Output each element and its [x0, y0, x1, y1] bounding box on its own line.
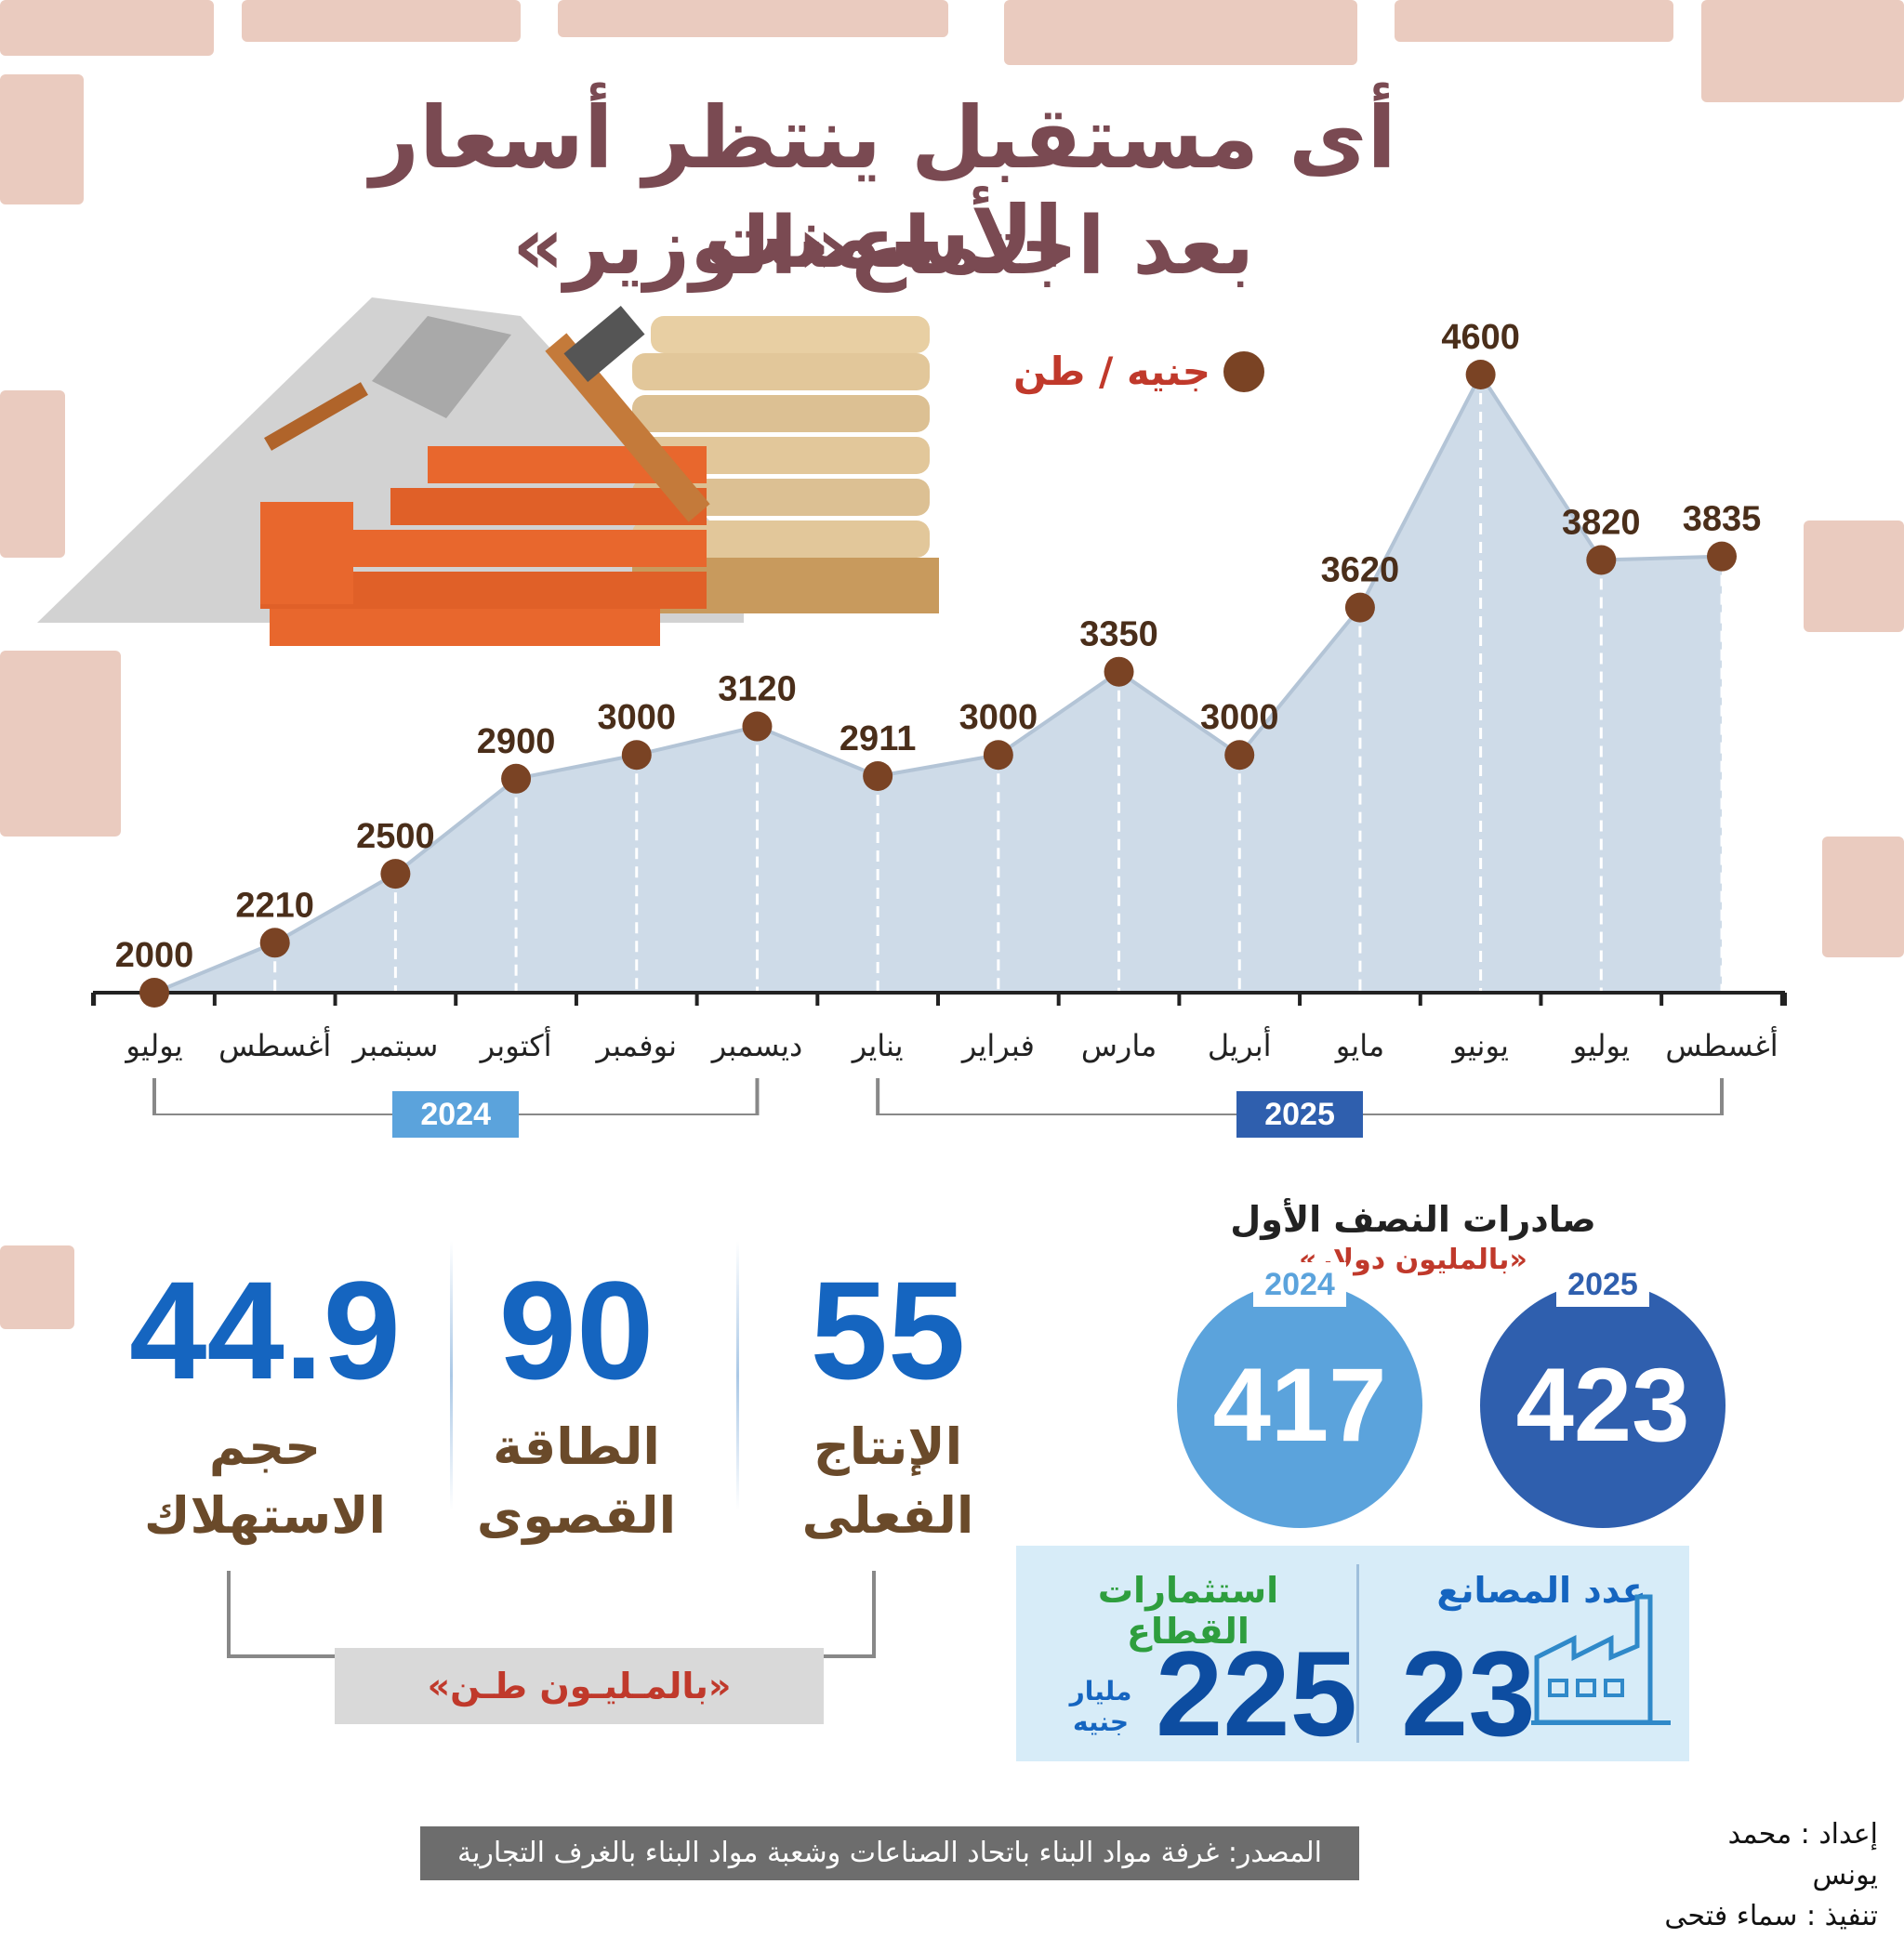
- data-point: [1224, 740, 1255, 771]
- stat-label-line: الإنتاج: [813, 1417, 963, 1476]
- stats-divider: [450, 1241, 453, 1510]
- data-label: 3000: [1200, 698, 1279, 737]
- month-label: مارس: [1081, 1028, 1157, 1063]
- export-year-tag: 2025: [1556, 1262, 1649, 1307]
- investments-value: 225: [1156, 1626, 1357, 1761]
- export-circle: 417: [1177, 1283, 1422, 1528]
- stat-label-line: حجم: [208, 1417, 322, 1476]
- credit-prepared: إعداد : محمد يونس: [1727, 1818, 1878, 1891]
- source-note: المصدر: غرفة مواد البناء باتحاد الصناعات…: [420, 1826, 1359, 1880]
- legend-dot-icon: [1223, 350, 1264, 392]
- sector-panel: استثمارات القطاع 225 مليار جنيه عدد المص…: [1016, 1546, 1689, 1761]
- construction-illustration: [37, 297, 939, 646]
- data-label: 3620: [1321, 551, 1400, 590]
- year-bracket: [152, 1078, 760, 1115]
- year-tag: 2024: [392, 1091, 520, 1138]
- data-point: [621, 740, 652, 771]
- month-label: يونيو: [1450, 1028, 1509, 1063]
- exports-title: صادرات النصف الأول: [1230, 1199, 1596, 1240]
- export-circle: 423: [1480, 1283, 1726, 1528]
- data-label: 2900: [477, 722, 556, 761]
- data-point: [1707, 541, 1737, 572]
- export-year-tag: 2024: [1253, 1262, 1346, 1307]
- data-label: 3350: [1079, 615, 1158, 654]
- factory-icon: [1531, 1594, 1671, 1725]
- month-label: أبريل: [1208, 1026, 1272, 1063]
- data-point: [501, 763, 532, 794]
- data-label: 3000: [959, 698, 1038, 737]
- legend-label: جنيه / طن: [1013, 349, 1210, 394]
- data-point: [259, 928, 290, 958]
- data-point: [139, 978, 169, 1008]
- data-point: [1104, 656, 1134, 687]
- stats-divider: [736, 1241, 739, 1510]
- data-point: [1586, 545, 1617, 575]
- stat-label-line: الطاقة: [493, 1417, 660, 1476]
- stat-label: حجم الاستهلاك: [112, 1413, 418, 1550]
- stat-label-line: الفعلى: [801, 1486, 974, 1545]
- data-label: 2210: [235, 886, 314, 925]
- data-point: [983, 740, 1013, 771]
- chart-legend: جنيه / طن: [1013, 349, 1264, 394]
- month-label: يوليو: [124, 1028, 182, 1063]
- factories-value: 23: [1401, 1626, 1536, 1761]
- page-subtitle: بعد اجتماع«الوزير»: [512, 200, 1254, 293]
- month-label: يناير: [851, 1028, 904, 1063]
- year-tag: 2025: [1236, 1091, 1364, 1138]
- month-label: سبتمبر: [350, 1028, 438, 1063]
- stats-unit-box: «بالمـليـون طـن»: [335, 1648, 824, 1724]
- bricks-icon: [260, 446, 707, 646]
- month-label: أغسطس: [1665, 1026, 1778, 1063]
- month-label: مايو: [1334, 1028, 1384, 1063]
- year-bracket: [876, 1078, 1724, 1115]
- month-label: فبراير: [960, 1028, 1035, 1063]
- data-label: 4600: [1441, 318, 1520, 357]
- page-title: أى مستقبل ينتظر أسعار الأسمنت: [370, 88, 1396, 287]
- investments-label: استثمارات القطاع: [1097, 1570, 1279, 1652]
- month-label: نوفمبر: [594, 1028, 677, 1063]
- month-label: أغسطس: [218, 1026, 331, 1063]
- data-label: 2000: [115, 936, 194, 975]
- data-point: [1344, 592, 1375, 623]
- data-point: [742, 711, 773, 742]
- stat-value: 55: [810, 1252, 966, 1408]
- panel-divider: [1356, 1564, 1359, 1743]
- data-label: 3835: [1683, 500, 1762, 539]
- credits: إعداد : محمد يونس تنفيذ : سماء فتحى: [1664, 1814, 1878, 1937]
- stat-label-line: القصوى: [476, 1486, 677, 1545]
- data-label: 2911: [840, 719, 916, 758]
- data-point: [380, 859, 411, 889]
- chart-area: [154, 375, 1722, 993]
- factories-label: عدد المصانع: [1436, 1570, 1646, 1611]
- data-label: 3820: [1562, 504, 1641, 543]
- data-label: 2500: [356, 817, 435, 856]
- stat-value: 90: [498, 1252, 654, 1408]
- stat-value: 44.9: [129, 1252, 401, 1408]
- month-label: ديسمبر: [710, 1028, 803, 1063]
- data-label: 3120: [718, 670, 797, 709]
- price-line-chart: 2000 يوليو 2210 أغسطس 2500 سبتمبر 2900 أكتوبر 30…: [91, 318, 1787, 1115]
- stat-label-line: الاستهلاك: [143, 1486, 386, 1545]
- stat-label: الطاقة القصوى: [423, 1413, 730, 1550]
- chart-line: [153, 371, 1723, 995]
- data-point: [1465, 360, 1496, 389]
- investments-unit: مليار جنيه: [1069, 1676, 1132, 1737]
- month-label: أكتوبر: [479, 1026, 552, 1063]
- stat-label: الإنتاج الفعلى: [734, 1413, 1041, 1550]
- data-label: 3000: [597, 698, 676, 737]
- data-point: [863, 760, 893, 791]
- trowel-icon: [264, 316, 511, 451]
- month-label: يوليو: [1571, 1028, 1630, 1063]
- credit-design: تنفيذ : سماء فتحى: [1664, 1900, 1878, 1932]
- hammer-icon: [545, 305, 710, 522]
